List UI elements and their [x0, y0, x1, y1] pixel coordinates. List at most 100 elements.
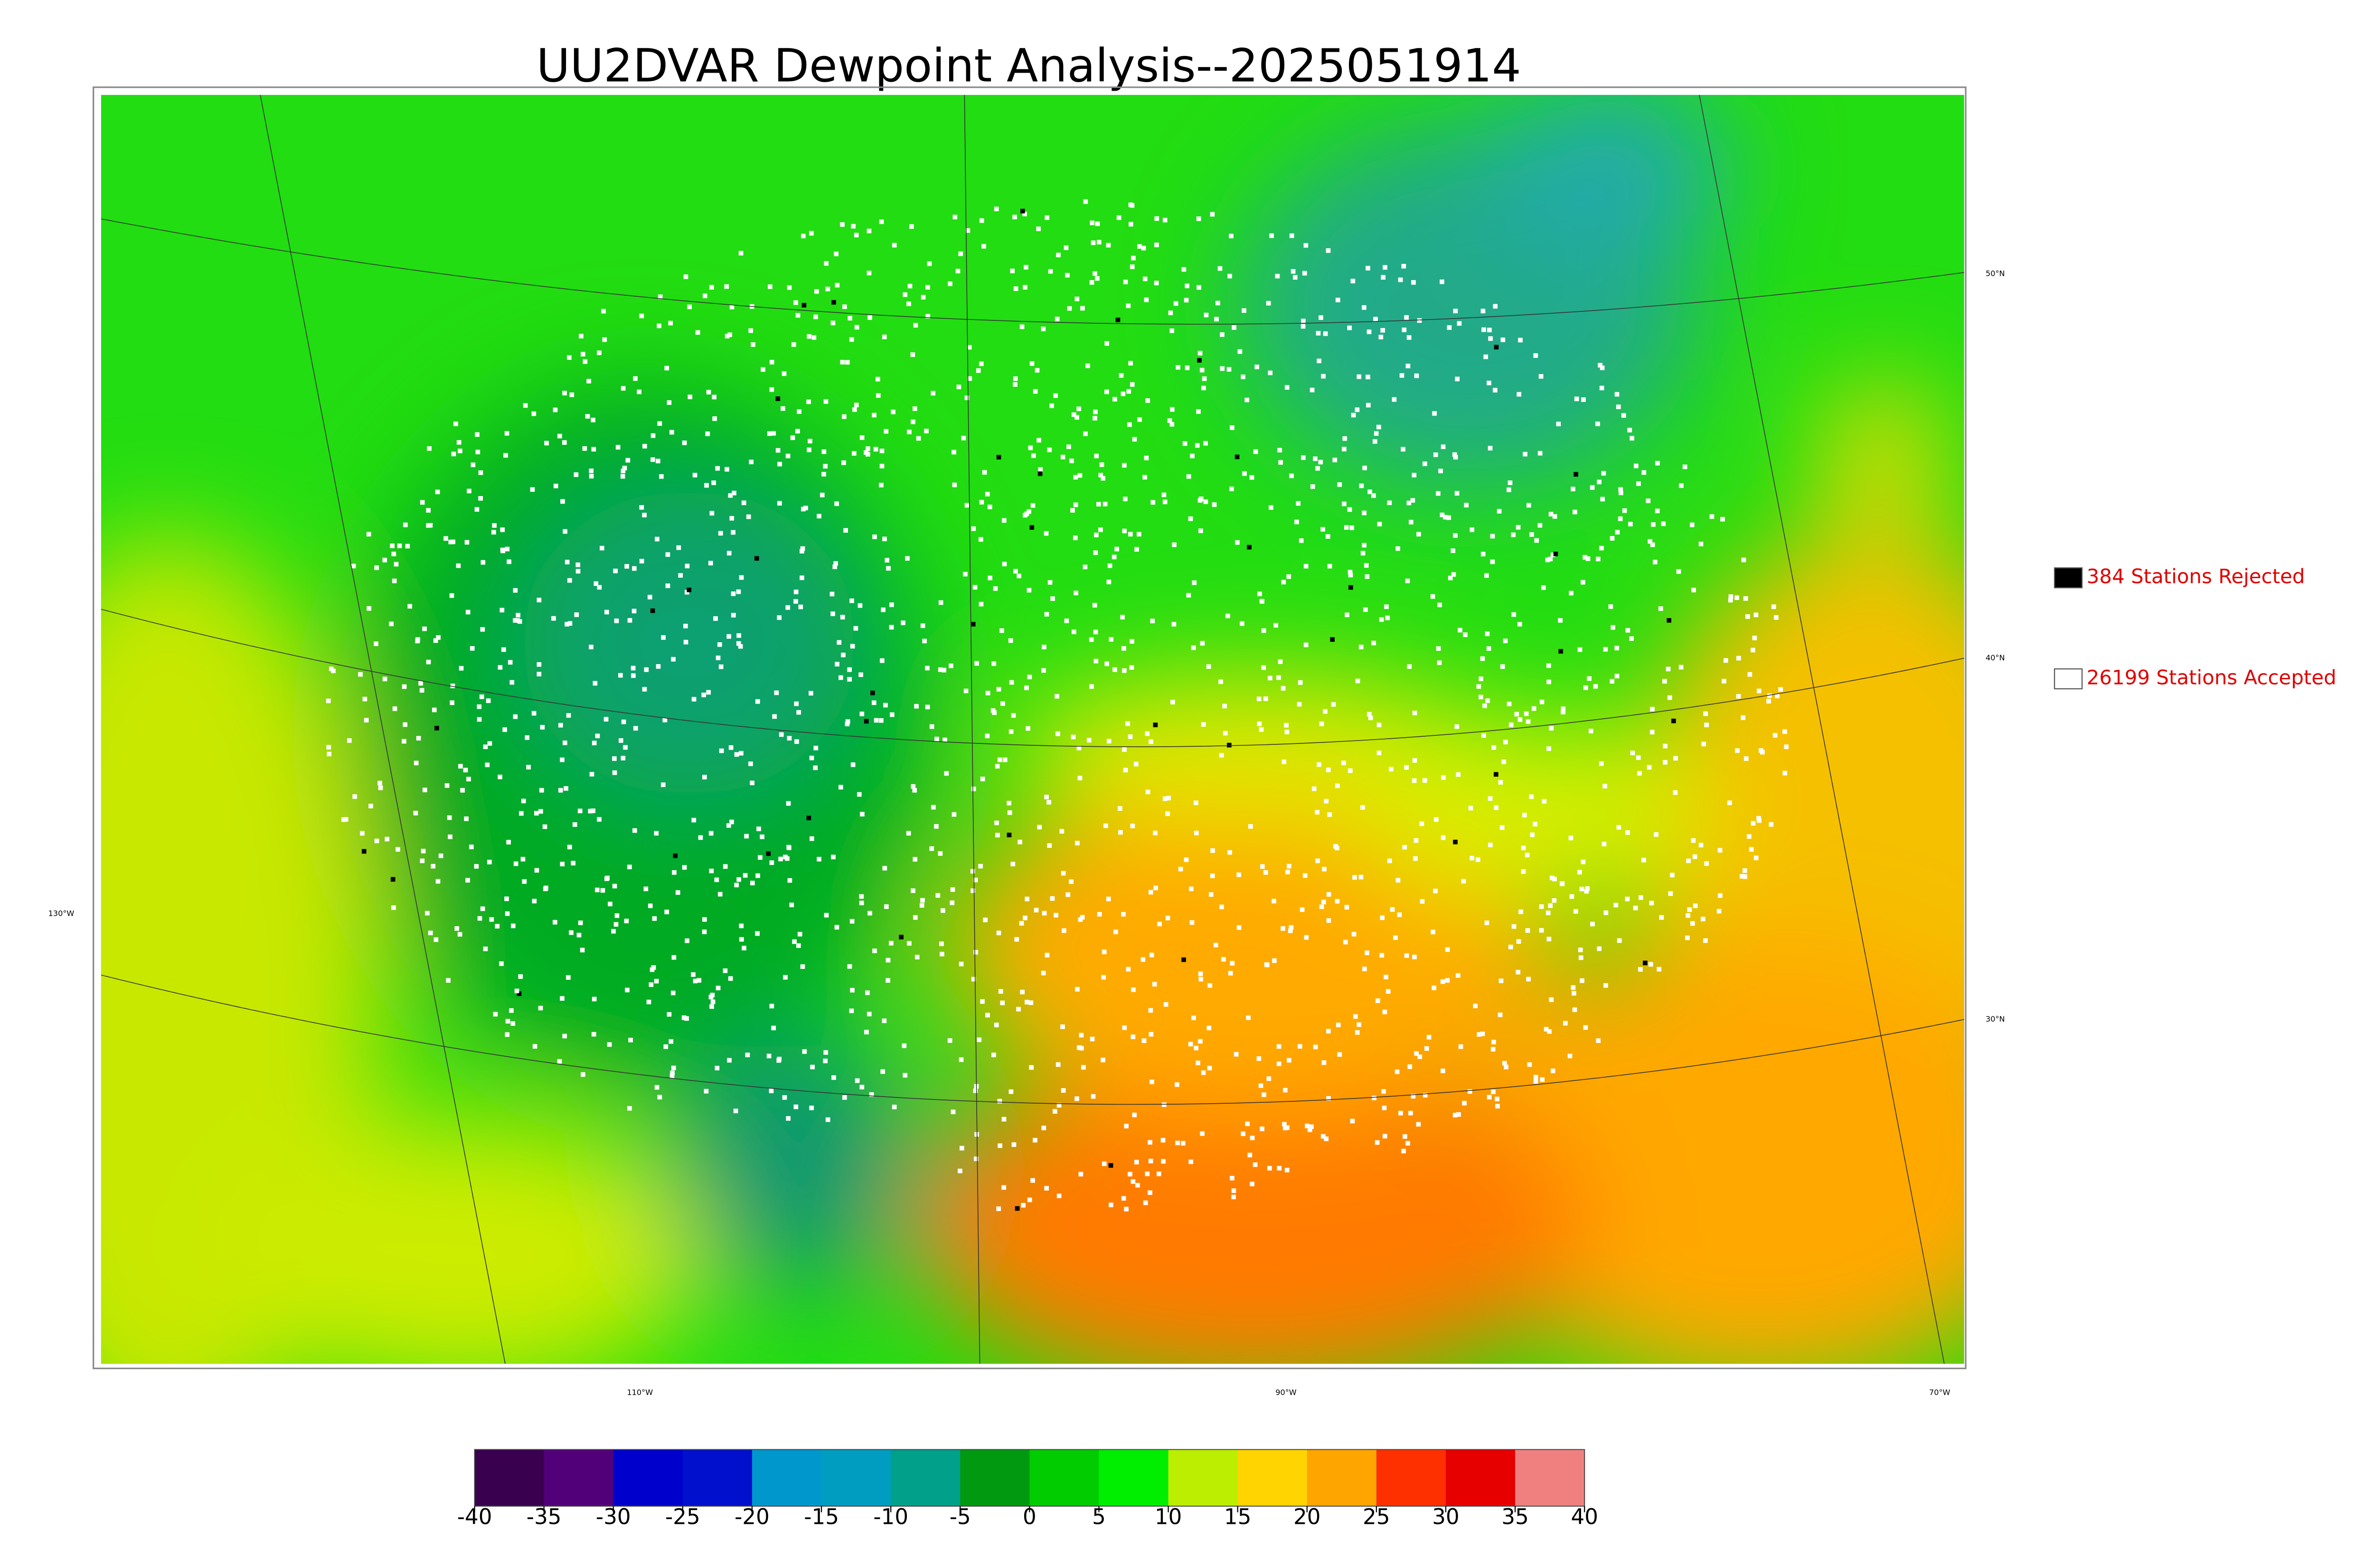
station — [608, 901, 612, 907]
station — [798, 604, 803, 610]
station — [1385, 615, 1390, 620]
station — [1572, 991, 1576, 996]
station — [1597, 946, 1602, 951]
station — [413, 810, 418, 816]
station — [1189, 920, 1195, 925]
station — [532, 1044, 537, 1049]
station — [1165, 916, 1170, 920]
station — [374, 838, 379, 844]
station — [585, 414, 590, 419]
station — [741, 500, 746, 506]
station — [500, 527, 505, 532]
station — [820, 492, 825, 498]
station — [1501, 759, 1507, 764]
station — [1336, 1023, 1341, 1027]
station — [1112, 667, 1117, 672]
station — [1141, 245, 1146, 251]
station — [1497, 509, 1502, 514]
station — [1258, 1083, 1263, 1088]
station — [654, 1085, 659, 1090]
station — [1227, 273, 1232, 279]
station — [1490, 1047, 1496, 1052]
station — [593, 681, 598, 686]
station — [704, 483, 709, 488]
station — [1735, 748, 1740, 753]
station — [1056, 253, 1061, 258]
station — [1009, 680, 1014, 685]
station — [1000, 1000, 1005, 1005]
station — [907, 430, 912, 434]
station — [723, 864, 728, 869]
station — [691, 817, 697, 823]
station — [1281, 759, 1287, 764]
station — [1022, 211, 1027, 216]
station — [1020, 208, 1025, 214]
station — [907, 941, 912, 946]
station — [621, 756, 626, 761]
colorbar: -40 -35 -30 -25 -20 -15 -10 -5 0 5 10 15 20 25 30 35 40 — [457, 1449, 1598, 1530]
station — [951, 450, 956, 455]
station — [1028, 1000, 1034, 1005]
station — [728, 493, 733, 498]
station — [1037, 471, 1043, 476]
station — [1118, 806, 1122, 811]
station — [1441, 444, 1446, 450]
station — [1222, 704, 1227, 709]
station — [1686, 858, 1691, 864]
station — [1033, 389, 1038, 394]
station — [1320, 527, 1326, 532]
station — [738, 251, 744, 256]
station — [602, 337, 607, 342]
station — [491, 530, 496, 535]
station — [603, 717, 609, 722]
station — [1283, 1088, 1288, 1093]
station — [756, 826, 761, 831]
station — [1448, 575, 1453, 581]
lon-label: 70°W — [1929, 1388, 1950, 1397]
station — [1095, 276, 1100, 281]
station — [1304, 935, 1309, 940]
station — [1451, 572, 1456, 577]
station — [1622, 508, 1627, 513]
station — [745, 1052, 750, 1058]
station — [1171, 622, 1177, 627]
station — [709, 1004, 714, 1009]
station — [1357, 374, 1362, 379]
station — [1212, 502, 1217, 507]
station — [557, 433, 562, 439]
colorbar-tick-label: 25 — [1363, 1504, 1390, 1530]
station — [1184, 298, 1189, 303]
station — [1410, 498, 1415, 503]
station — [891, 409, 895, 414]
station — [934, 736, 939, 742]
station — [382, 676, 387, 682]
station — [1483, 354, 1488, 359]
station — [1048, 269, 1053, 274]
station — [1614, 392, 1620, 397]
station — [366, 532, 371, 537]
station — [1061, 1088, 1066, 1093]
station — [1123, 768, 1128, 772]
station — [1585, 556, 1591, 561]
station — [403, 722, 408, 727]
station — [1128, 1172, 1132, 1177]
station — [1309, 1124, 1314, 1129]
station — [738, 644, 743, 649]
station — [639, 313, 644, 319]
station — [1490, 534, 1495, 539]
station — [1074, 296, 1080, 301]
station — [1412, 472, 1417, 478]
station — [1423, 778, 1427, 783]
station — [501, 647, 506, 652]
station — [1050, 596, 1055, 601]
station — [1244, 397, 1250, 403]
station — [396, 847, 400, 852]
station — [361, 849, 367, 854]
station — [998, 1143, 1002, 1148]
station — [786, 845, 791, 850]
station — [1349, 525, 1354, 530]
colorbar-tick-label: -20 — [735, 1504, 770, 1530]
station — [1691, 838, 1696, 843]
station — [521, 798, 526, 804]
station — [1516, 939, 1521, 944]
